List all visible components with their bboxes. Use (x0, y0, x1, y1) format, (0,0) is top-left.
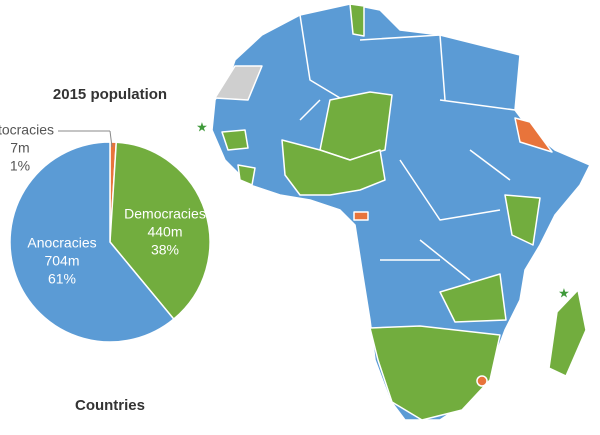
eritrea (514, 117, 553, 153)
pie-slice (9, 141, 175, 343)
borders (299, 14, 516, 281)
senegal (221, 129, 249, 151)
slice-population: 704m (44, 253, 79, 269)
sierra-leone (237, 164, 256, 186)
southern-africa (369, 325, 501, 421)
slice-percent: 61% (48, 271, 76, 287)
pie (9, 141, 211, 343)
pie-slice (109, 141, 211, 321)
africa-map: ★ ★ (196, 3, 591, 421)
slice-percent: 38% (151, 242, 179, 258)
slice-percent: 1% (10, 158, 30, 174)
west-africa (281, 139, 386, 196)
slice-name: Anocracies (27, 235, 96, 251)
pie-title: 2015 population (53, 86, 167, 103)
cape-verde-star: ★ (196, 119, 208, 134)
map-title: Countries (75, 397, 145, 414)
slice-name: Autocracies (0, 122, 54, 138)
zambia (439, 273, 507, 323)
tunisia (349, 3, 365, 37)
niger (319, 91, 393, 161)
slice-population: 7m (10, 140, 29, 156)
madagascar (548, 289, 587, 377)
western-sahara (214, 65, 263, 101)
leader-line (109, 130, 113, 148)
slice-name: Democracies (124, 206, 206, 222)
equatorial-guinea (353, 211, 369, 221)
kenya (504, 194, 541, 246)
slice-population: 440m (147, 224, 182, 240)
swaziland (476, 375, 488, 387)
mauritius-star: ★ (558, 285, 570, 300)
